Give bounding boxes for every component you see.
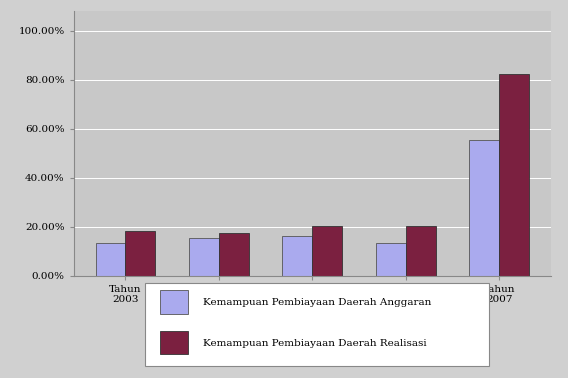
- Bar: [160, 290, 189, 314]
- Bar: [282, 235, 312, 276]
- Bar: [376, 243, 406, 276]
- Bar: [469, 140, 499, 276]
- Bar: [499, 74, 529, 276]
- Text: Kemampuan Pembiayaan Daerah Realisasi: Kemampuan Pembiayaan Daerah Realisasi: [203, 339, 427, 347]
- Text: Kemampuan Pembiayaan Daerah Anggaran: Kemampuan Pembiayaan Daerah Anggaran: [203, 298, 431, 307]
- Bar: [160, 331, 189, 355]
- Bar: [189, 238, 219, 276]
- Bar: [95, 243, 126, 276]
- Bar: [406, 226, 436, 276]
- FancyBboxPatch shape: [145, 283, 489, 366]
- Bar: [219, 233, 249, 276]
- Bar: [126, 231, 156, 276]
- Bar: [312, 226, 343, 276]
